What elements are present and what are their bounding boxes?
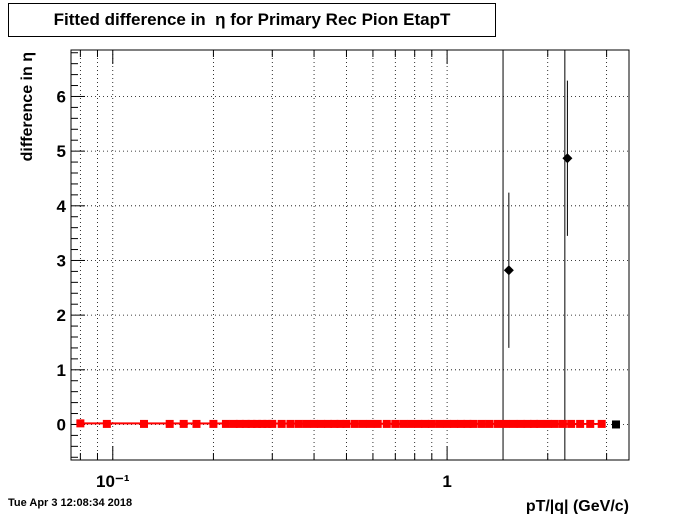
- data-point-square: [586, 419, 595, 428]
- data-point-square: [543, 419, 552, 428]
- data-point-square: [516, 419, 525, 428]
- data-point-square: [450, 419, 459, 428]
- data-point-square: [241, 419, 250, 428]
- data-point-square: [485, 419, 494, 428]
- data-point-square: [140, 419, 149, 428]
- data-point-square: [294, 419, 303, 428]
- data-point-square: [235, 419, 244, 428]
- data-point-square: [247, 419, 256, 428]
- data-point-square: [407, 419, 416, 428]
- data-point-square: [317, 419, 326, 428]
- data-point-square: [536, 419, 545, 428]
- data-point-square: [463, 419, 472, 428]
- data-point-square: [494, 419, 503, 428]
- data-point-square: [501, 419, 510, 428]
- y-tick-label: 5: [57, 142, 66, 161]
- data-point-square: [277, 419, 286, 428]
- y-axis-label: difference in η: [19, 52, 36, 161]
- data-point-square: [330, 419, 339, 428]
- data-point-square: [550, 419, 559, 428]
- data-point-square: [302, 419, 311, 428]
- data-point-square: [252, 419, 261, 428]
- data-point-square: [391, 419, 400, 428]
- data-point-square: [358, 419, 367, 428]
- y-tick-label: 4: [57, 197, 67, 216]
- data-point-square: [399, 419, 408, 428]
- data-point-square: [286, 419, 295, 428]
- data-point-square: [509, 419, 518, 428]
- data-marks: [76, 80, 620, 429]
- data-point-square: [209, 419, 218, 428]
- data-point-square: [477, 419, 486, 428]
- data-point-diamond: [562, 153, 573, 164]
- axes: 10⁻¹ 1 0 1 2 3 4 5 6: [57, 50, 608, 491]
- data-point-square: [192, 419, 201, 428]
- data-point-diamond: [503, 265, 514, 276]
- data-point-square: [165, 419, 174, 428]
- chart-title: Fitted difference in η for Primary Rec P…: [53, 10, 451, 29]
- data-point-square: [179, 419, 188, 428]
- y-tick-label: 2: [57, 306, 66, 325]
- chart-title-box: Fitted difference in η for Primary Rec P…: [8, 3, 496, 37]
- data-point-square: [611, 420, 620, 429]
- vertical-marker-lines: [502, 50, 566, 460]
- data-point-square: [263, 419, 272, 428]
- data-point-square: [469, 419, 478, 428]
- data-point-square: [268, 419, 277, 428]
- data-point-square: [558, 419, 567, 428]
- y-tick-label: 6: [57, 87, 66, 106]
- data-point-square: [258, 419, 267, 428]
- data-point-square: [310, 419, 319, 428]
- data-point-square: [530, 419, 539, 428]
- data-point-square: [414, 419, 423, 428]
- data-point-square: [523, 419, 532, 428]
- data-point-square: [456, 419, 465, 428]
- grid-lines: [71, 50, 629, 460]
- plot-frame: [70, 49, 630, 461]
- x-axis-label: pT/|q| (GeV/c): [526, 498, 629, 514]
- data-point-square: [366, 419, 375, 428]
- data-point-square: [323, 419, 332, 428]
- data-point-square: [336, 419, 345, 428]
- y-tick-label: 1: [57, 361, 66, 380]
- data-point-square: [342, 419, 351, 428]
- data-point-square: [229, 419, 238, 428]
- y-tick-label: 3: [57, 251, 66, 270]
- data-point-square: [102, 419, 111, 428]
- data-point-square: [435, 419, 444, 428]
- data-point-square: [382, 419, 391, 428]
- timestamp: Tue Apr 3 12:08:34 2018: [8, 497, 133, 509]
- data-point-square: [427, 419, 436, 428]
- y-tick-label: 0: [57, 415, 66, 434]
- data-point-square: [221, 419, 230, 428]
- data-point-square: [597, 419, 606, 428]
- x-tick-label: 1: [442, 472, 451, 491]
- x-tick-label: 10⁻¹: [96, 472, 130, 491]
- data-point-square: [421, 419, 430, 428]
- data-point-square: [576, 419, 585, 428]
- data-point-square: [350, 419, 359, 428]
- data-point-square: [373, 419, 382, 428]
- data-point-square: [567, 419, 576, 428]
- data-point-square: [76, 419, 85, 428]
- data-point-square: [443, 419, 452, 428]
